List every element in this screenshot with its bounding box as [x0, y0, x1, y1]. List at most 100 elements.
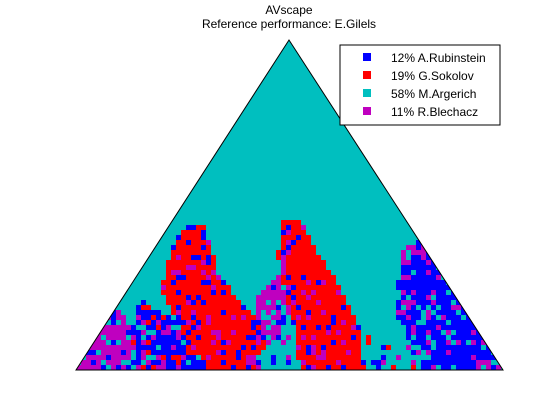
map-cell	[196, 250, 201, 255]
map-cell	[101, 350, 106, 355]
map-cell	[91, 350, 96, 355]
map-cell	[346, 360, 351, 365]
map-cell	[476, 345, 481, 350]
map-cell	[446, 305, 451, 310]
map-cell	[431, 270, 436, 275]
map-cell	[306, 305, 311, 310]
map-cell	[166, 340, 171, 345]
map-cell	[316, 360, 321, 365]
map-cell	[251, 320, 256, 325]
map-cell	[281, 225, 286, 230]
map-cell	[296, 295, 301, 300]
map-cell	[111, 350, 116, 355]
map-cell	[196, 230, 201, 235]
map-cell	[296, 355, 301, 360]
map-cell	[286, 235, 291, 240]
map-cell	[436, 325, 441, 330]
map-cell	[176, 280, 181, 285]
map-cell	[221, 285, 226, 290]
map-cell	[296, 235, 301, 240]
map-cell	[451, 360, 456, 365]
map-cell	[136, 305, 141, 310]
map-cell	[251, 350, 256, 355]
map-cell	[341, 310, 346, 315]
map-cell	[196, 245, 201, 250]
map-cell	[296, 305, 301, 310]
map-cell	[426, 245, 431, 250]
map-cell	[286, 225, 291, 230]
map-cell	[321, 365, 326, 370]
map-cell	[141, 305, 146, 310]
map-cell	[231, 330, 236, 335]
map-cell	[486, 360, 491, 365]
map-cell	[186, 255, 191, 260]
map-cell	[176, 305, 181, 310]
map-cell	[206, 240, 211, 245]
map-cell	[171, 285, 176, 290]
map-cell	[421, 300, 426, 305]
map-cell	[296, 240, 301, 245]
map-cell	[206, 355, 211, 360]
map-cell	[286, 265, 291, 270]
map-cell	[306, 325, 311, 330]
map-cell	[296, 245, 301, 250]
map-cell	[341, 315, 346, 320]
map-cell	[436, 340, 441, 345]
map-cell	[286, 240, 291, 245]
map-cell	[246, 360, 251, 365]
map-cell	[251, 345, 256, 350]
map-cell	[231, 335, 236, 340]
map-cell	[316, 315, 321, 320]
map-cell	[166, 275, 171, 280]
map-cell	[426, 280, 431, 285]
map-cell	[106, 350, 111, 355]
map-cell	[191, 325, 196, 330]
map-cell	[416, 265, 421, 270]
map-cell	[291, 285, 296, 290]
map-cell	[366, 340, 371, 345]
map-cell	[426, 260, 431, 265]
map-cell	[291, 255, 296, 260]
map-cell	[86, 350, 91, 355]
map-cell	[141, 315, 146, 320]
map-cell	[176, 290, 181, 295]
map-cell	[301, 295, 306, 300]
map-cell	[401, 295, 406, 300]
map-cell	[281, 230, 286, 235]
map-cell	[196, 260, 201, 265]
map-cell	[306, 330, 311, 335]
map-cell	[266, 290, 271, 295]
map-cell	[241, 310, 246, 315]
map-cell	[416, 340, 421, 345]
map-cell	[211, 290, 216, 295]
map-cell	[301, 370, 306, 375]
map-cell	[316, 305, 321, 310]
map-cell	[401, 270, 406, 275]
map-cell	[181, 290, 186, 295]
map-cell	[346, 315, 351, 320]
map-cell	[301, 270, 306, 275]
map-cell	[421, 325, 426, 330]
map-cell	[301, 305, 306, 310]
map-cell	[101, 355, 106, 360]
map-cell	[206, 310, 211, 315]
map-cell	[136, 355, 141, 360]
map-cell	[451, 315, 456, 320]
map-cell	[226, 345, 231, 350]
map-cell	[436, 360, 441, 365]
map-cell	[466, 335, 471, 340]
map-cell	[456, 345, 461, 350]
map-cell	[226, 320, 231, 325]
map-cell	[311, 310, 316, 315]
map-cell	[326, 305, 331, 310]
map-cell	[356, 355, 361, 360]
map-cell	[271, 335, 276, 340]
map-cell	[186, 335, 191, 340]
map-cell	[266, 305, 271, 310]
map-cell	[171, 370, 176, 375]
map-cell	[136, 335, 141, 340]
map-cell	[431, 355, 436, 360]
map-cell	[336, 290, 341, 295]
map-cell	[201, 335, 206, 340]
map-cell	[201, 320, 206, 325]
